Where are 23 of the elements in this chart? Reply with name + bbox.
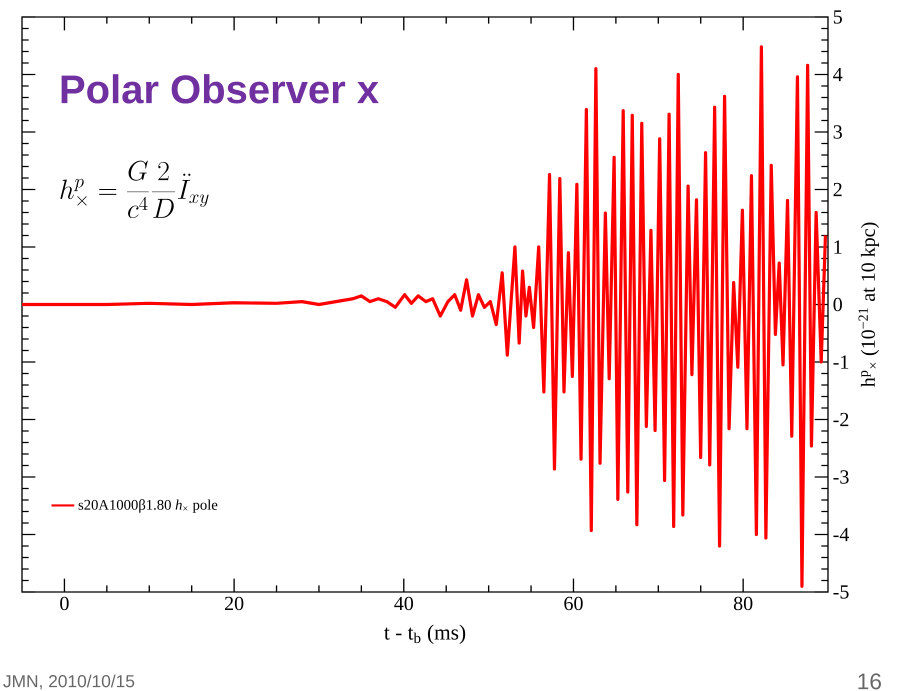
legend-label: s20A1000β1.80 h$_{×}$ pole <box>78 499 218 513</box>
text: 16 <box>858 673 881 690</box>
annotation: $h^{p}_{\times} = \frac{G}{c^4}\frac{2}{D}\ddot{I}_{xy}$ <box>60 160 209 218</box>
text: JMN, 2010/10/15 <box>3 674 134 690</box>
x-axis-title: t - t$_{b}$ (ms) <box>384 624 466 644</box>
y-tick-label: -1 <box>833 355 848 369</box>
x-tick-label: 60 <box>564 596 583 610</box>
y-tick-label: 0 <box>833 298 842 312</box>
y-tick-label: 4 <box>833 68 842 82</box>
x-tick-label: 0 <box>60 596 69 610</box>
x-tick-label: 20 <box>224 596 244 610</box>
y-tick-label: 5 <box>834 10 842 24</box>
y-tick-label: -5 <box>833 585 849 599</box>
text: Polar Observer x <box>62 74 379 104</box>
y-tick-label: -4 <box>833 528 850 542</box>
y-tick-label: 1 <box>834 240 842 254</box>
y-tick-label: 2 <box>834 182 842 196</box>
y-axis-title: h$^{p}$$_{×}$ (10$^{−21}$ at 10 kpc) <box>858 222 880 388</box>
y-tick-label: -2 <box>833 412 848 426</box>
y-tick-label: -3 <box>833 470 849 484</box>
x-tick-label: 80 <box>734 596 752 610</box>
x-tick-label: 40 <box>394 596 414 610</box>
y-tick-label: 3 <box>834 125 842 139</box>
